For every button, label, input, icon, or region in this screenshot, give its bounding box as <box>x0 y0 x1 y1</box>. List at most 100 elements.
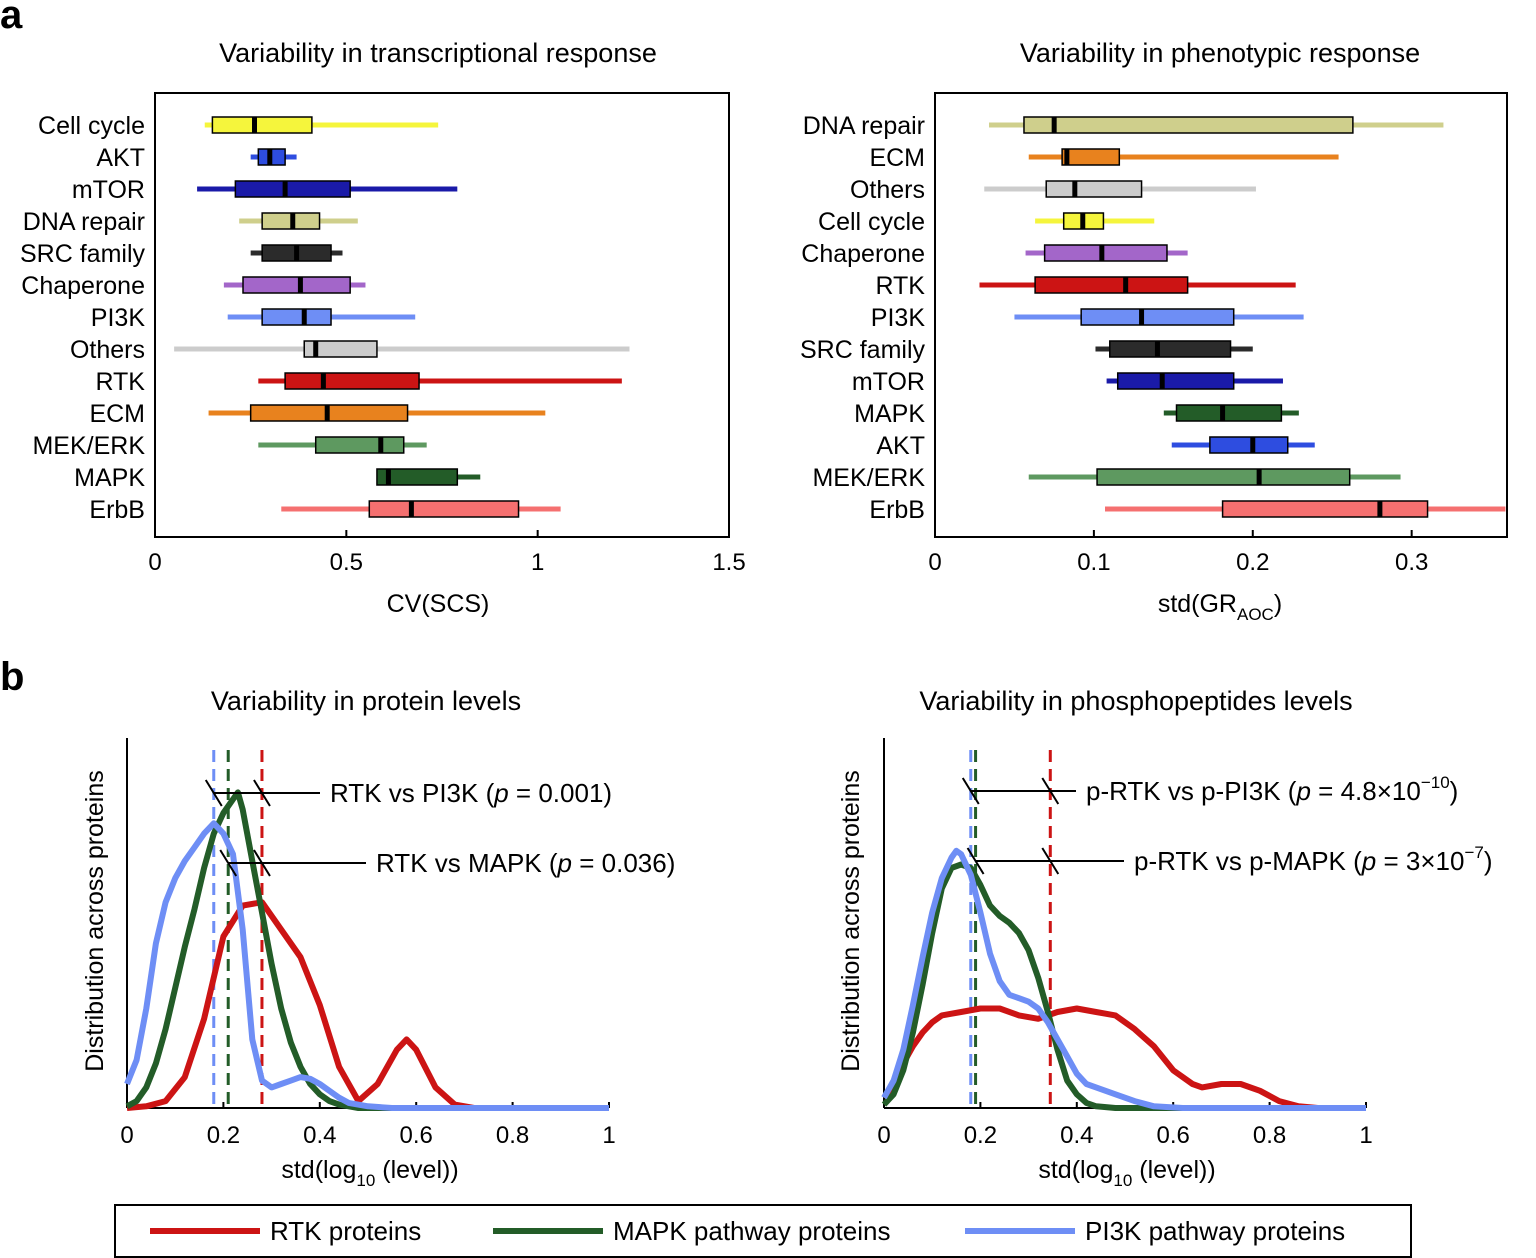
legend-frame <box>114 1204 1412 1258</box>
protein-levels-chart: Variability in protein levels Distributi… <box>81 686 675 1190</box>
box-akt <box>1209 436 1289 454</box>
density-curve-rtk <box>126 899 609 1111</box>
density-curve-mapk <box>881 861 1366 1111</box>
x-tick-label: 0.1 <box>1077 549 1110 576</box>
y-axis-label: Distribution across proteins <box>837 770 865 1072</box>
x-tick-label: 0.4 <box>1060 1122 1093 1149</box>
box-pi3k <box>1080 308 1235 326</box>
category-label-erbb: ErbB <box>869 496 925 524</box>
category-label-ecm: ECM <box>89 400 145 428</box>
category-label-chaperone: Chaperone <box>801 240 925 268</box>
category-label-src-family: SRC family <box>20 240 146 268</box>
comparison-label: p-RTK vs p-MAPK (p = 3×10−7) <box>1134 843 1493 876</box>
category-label-erbb: ErbB <box>89 496 145 524</box>
box-rtk <box>284 372 420 390</box>
density-curve-rtk <box>881 1005 1366 1111</box>
x-axis-label: std(GRAOC) <box>1158 590 1282 624</box>
x-tick-label: 0.5 <box>330 549 363 576</box>
category-label-akt: AKT <box>96 144 145 172</box>
legend-label-rtk: RTK proteins <box>270 1216 421 1246</box>
x-tick-label: 0.3 <box>1395 549 1428 576</box>
comparison-tick-start <box>961 777 980 805</box>
category-label-cell-cycle: Cell cycle <box>818 208 925 236</box>
category-label-mapk: MAPK <box>74 464 145 492</box>
x-tick-label: 0.6 <box>1157 1122 1190 1149</box>
box-rtk <box>1034 276 1189 294</box>
plot-area <box>934 92 1508 538</box>
chart-title: Variability in protein levels <box>211 686 521 716</box>
box-erbb <box>1221 500 1429 518</box>
x-tick-label: 1 <box>602 1122 615 1149</box>
category-label-chaperone: Chaperone <box>21 272 145 300</box>
category-label-mtor: mTOR <box>852 368 925 396</box>
box-cell-cycle <box>211 116 313 134</box>
density-curve-pi3k <box>881 847 1366 1111</box>
chart-title: Variability in phenotypic response <box>1020 38 1420 68</box>
density-curve-mapk <box>125 789 609 1111</box>
plot-area <box>154 92 730 538</box>
category-label-mek-erk: MEK/ERK <box>32 432 145 460</box>
category-label-others: Others <box>70 336 145 364</box>
category-label-dna-repair: DNA repair <box>803 112 925 140</box>
comparison-tick-end <box>253 849 271 877</box>
x-tick-label: 1 <box>531 549 544 576</box>
category-label-pi3k: PI3K <box>91 304 146 332</box>
box-chaperone <box>1043 244 1168 262</box>
x-tick-label: 0.4 <box>303 1122 336 1149</box>
x-tick-label: 1 <box>1359 1122 1372 1149</box>
x-axis-label: CV(SCS) <box>387 590 490 618</box>
phenotypic-boxplot: Variability in phenotypic response DNA r… <box>800 38 1508 624</box>
box-others <box>303 340 378 358</box>
box-pi3k <box>261 308 332 326</box>
comparison-label: RTK vs PI3K (p = 0.001) <box>330 778 612 808</box>
chart-title: Variability in transcriptional response <box>219 38 657 68</box>
x-tick-label: 0 <box>120 1122 133 1149</box>
category-label-mapk: MAPK <box>854 400 925 428</box>
category-label-dna-repair: DNA repair <box>23 208 145 236</box>
category-label-src-family: SRC family <box>800 336 926 364</box>
x-axis-label: std(log10 (level)) <box>1038 1156 1215 1190</box>
box-others <box>1045 180 1143 198</box>
category-label-mtor: mTOR <box>72 176 145 204</box>
box-chaperone <box>242 276 351 294</box>
category-label-pi3k: PI3K <box>871 304 926 332</box>
category-label-mek-erk: MEK/ERK <box>812 464 925 492</box>
comparison-tick-start <box>204 779 223 807</box>
x-tick-label: 0.2 <box>1236 549 1269 576</box>
comparison-label: p-RTK vs p-PI3K (p = 4.8×10−10) <box>1086 773 1458 806</box>
density-curve-pi3k <box>124 820 609 1111</box>
box-mapk <box>376 468 459 486</box>
category-label-cell-cycle: Cell cycle <box>38 112 145 140</box>
x-tick-label: 0 <box>148 549 161 576</box>
box-ecm <box>1061 148 1121 166</box>
legend: RTK proteins MAPK pathway proteins PI3K … <box>114 1204 1412 1258</box>
x-tick-label: 1.5 <box>712 549 745 576</box>
box-mek-erk <box>314 436 405 454</box>
comparison-tick-start <box>966 847 985 875</box>
x-tick-label: 0.2 <box>964 1122 997 1149</box>
x-tick-label: 0.8 <box>496 1122 529 1149</box>
box-erbb <box>368 500 520 518</box>
box-mtor <box>234 180 351 198</box>
comparison-tick-end <box>1041 847 1060 875</box>
x-tick-label: 0 <box>928 549 941 576</box>
x-tick-label: 0.6 <box>400 1122 433 1149</box>
x-tick-label: 0.8 <box>1253 1122 1286 1149</box>
x-tick-label: 0.2 <box>207 1122 240 1149</box>
y-axis-label: Distribution across proteins <box>81 770 109 1072</box>
chart-title: Variability in phosphopeptides levels <box>919 686 1352 716</box>
x-axis-label: std(log10 (level)) <box>281 1156 458 1190</box>
panel-label-a: a <box>0 0 23 37</box>
category-label-rtk: RTK <box>875 272 925 300</box>
x-tick-label: 0 <box>877 1122 890 1149</box>
box-src-family <box>1109 340 1232 358</box>
box-mek-erk <box>1096 468 1351 486</box>
panel-label-b: b <box>0 655 24 699</box>
category-label-rtk: RTK <box>95 368 145 396</box>
box-mapk <box>1175 404 1283 422</box>
category-label-akt: AKT <box>876 432 925 460</box>
box-mtor <box>1116 372 1235 390</box>
transcriptional-boxplot: Variability in transcriptional response … <box>20 38 746 618</box>
comparison-label: RTK vs MAPK (p = 0.036) <box>376 848 675 878</box>
